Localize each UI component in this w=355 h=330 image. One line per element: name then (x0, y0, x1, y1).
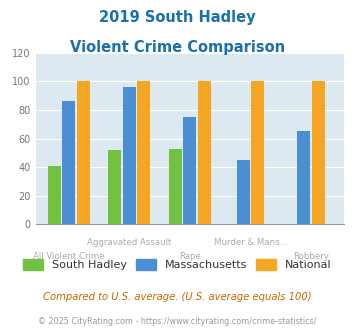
Text: Robbery: Robbery (293, 252, 329, 261)
Text: Rape: Rape (179, 252, 201, 261)
Bar (137, 82, 151, 224)
Bar (169, 148, 182, 224)
Text: Aggravated Assault: Aggravated Assault (87, 238, 171, 247)
Bar (297, 131, 310, 224)
Text: © 2025 CityRating.com - https://www.cityrating.com/crime-statistics/: © 2025 CityRating.com - https://www.city… (38, 317, 317, 326)
Bar (62, 101, 75, 224)
Bar (237, 160, 250, 224)
Text: 2019 South Hadley: 2019 South Hadley (99, 10, 256, 25)
Text: Murder & Mans...: Murder & Mans... (214, 238, 287, 247)
Text: Compared to U.S. average. (U.S. average equals 100): Compared to U.S. average. (U.S. average … (43, 292, 312, 302)
Legend: South Hadley, Massachusetts, National: South Hadley, Massachusetts, National (19, 255, 336, 275)
Bar (77, 82, 90, 224)
Bar (108, 150, 121, 224)
Bar (123, 87, 136, 224)
Bar (48, 166, 61, 224)
Text: Violent Crime Comparison: Violent Crime Comparison (70, 40, 285, 54)
Text: All Violent Crime: All Violent Crime (33, 252, 105, 261)
Bar (251, 82, 264, 224)
Bar (198, 82, 211, 224)
Bar (312, 82, 325, 224)
Bar (184, 117, 196, 224)
